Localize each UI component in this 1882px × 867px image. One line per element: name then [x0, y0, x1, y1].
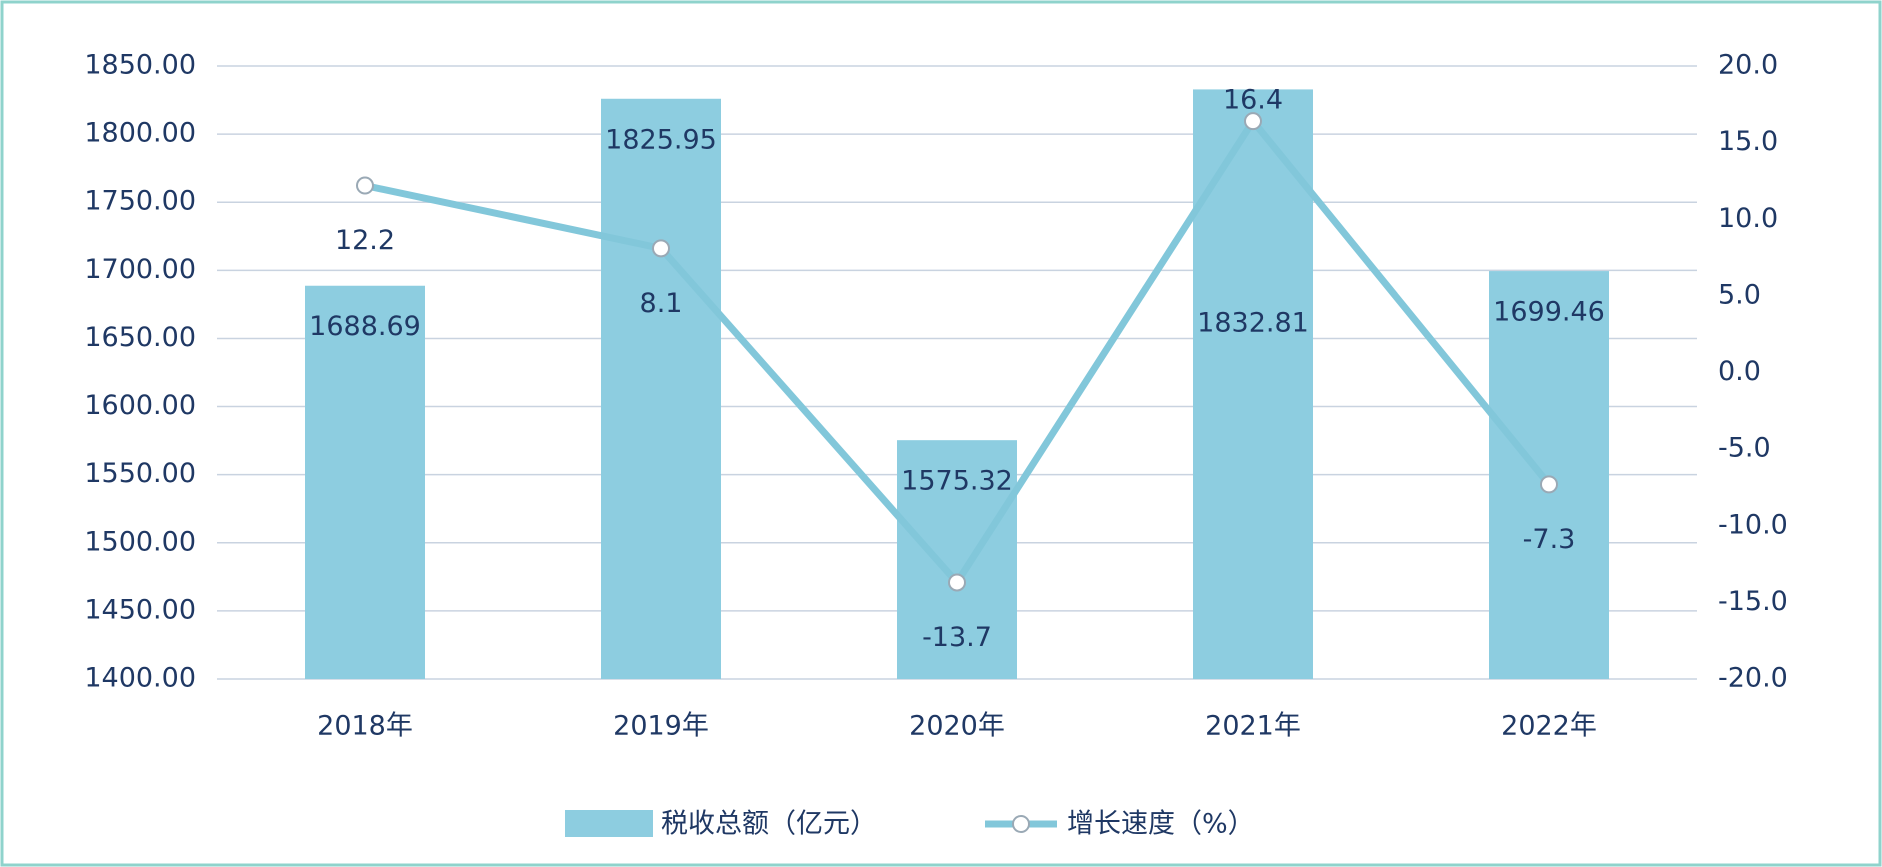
y2-tick-label: 5.0	[1718, 279, 1761, 310]
y-tick-label: 1800.00	[84, 118, 196, 149]
line-marker	[1244, 112, 1262, 131]
line-value-label: 12.2	[335, 225, 395, 256]
bar-value-label: 1699.46	[1493, 297, 1605, 328]
x-tick-label: 2020年	[909, 711, 1005, 742]
y2-tick-label: -20.0	[1718, 663, 1788, 694]
line-value-label: 8.1	[640, 288, 683, 319]
line-marker	[948, 573, 966, 592]
y-tick-label: 1600.00	[84, 390, 196, 421]
bar	[1489, 271, 1609, 679]
y2-tick-label: -5.0	[1718, 433, 1771, 464]
y-tick-label: 1400.00	[84, 663, 196, 694]
legend-swatch	[565, 810, 653, 837]
line-value-label: -13.7	[922, 622, 992, 653]
y-tick-label: 1700.00	[84, 254, 196, 285]
line-value-label: 16.4	[1223, 85, 1283, 116]
bar	[601, 98, 721, 679]
y-tick-label: 1550.00	[84, 458, 196, 489]
bar-value-label: 1688.69	[309, 311, 421, 342]
line-marker	[356, 176, 374, 195]
y-tick-label: 1750.00	[84, 186, 196, 217]
y2-tick-label: -15.0	[1718, 586, 1788, 617]
bar-value-label: 1575.32	[901, 466, 1013, 497]
legend-label: 税收总额（亿元）	[661, 809, 877, 840]
x-tick-label: 2021年	[1205, 711, 1301, 742]
bar-value-label: 1832.81	[1197, 308, 1309, 339]
y2-tick-label: -10.0	[1718, 509, 1788, 540]
line-marker	[652, 239, 670, 258]
bar-value-label: 1825.95	[605, 124, 717, 155]
y2-tick-label: 15.0	[1718, 126, 1778, 157]
y-tick-label: 1500.00	[84, 526, 196, 557]
x-tick-label: 2019年	[613, 711, 709, 742]
legend-marker	[1012, 815, 1030, 833]
y2-tick-label: 10.0	[1718, 203, 1778, 234]
line-value-label: -7.3	[1523, 524, 1576, 555]
x-tick-label: 2018年	[317, 711, 413, 742]
y-tick-label: 1850.00	[84, 50, 196, 81]
bar	[897, 440, 1017, 679]
y-tick-label: 1650.00	[84, 322, 196, 353]
legend-label: 增长速度（%）	[1067, 809, 1255, 840]
y-tick-label: 1450.00	[84, 594, 196, 625]
y2-tick-label: 0.0	[1718, 356, 1761, 387]
bar	[305, 285, 425, 679]
x-tick-label: 2022年	[1501, 711, 1597, 742]
y2-tick-label: 20.0	[1718, 50, 1778, 81]
line-marker	[1540, 475, 1558, 494]
